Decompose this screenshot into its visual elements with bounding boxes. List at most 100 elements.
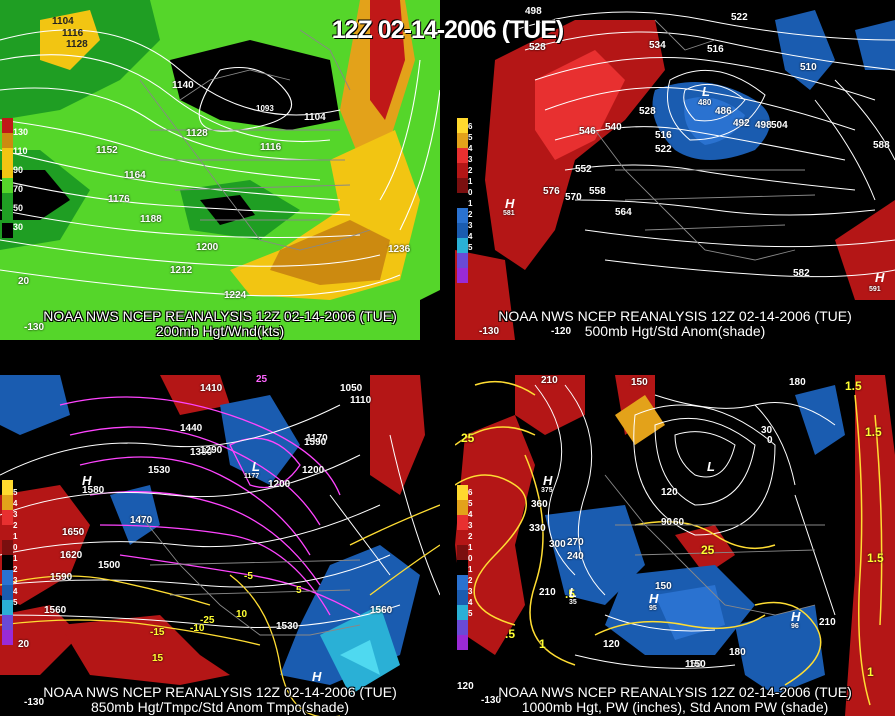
contour-label: 528 bbox=[529, 42, 546, 53]
contour-label: 1212 bbox=[170, 265, 193, 276]
contour-label: 1530 bbox=[148, 465, 171, 476]
contour-label: 1176 bbox=[108, 194, 130, 205]
contour-label: 210 bbox=[819, 617, 836, 628]
contour-label: .5 bbox=[505, 627, 516, 641]
contour-label: 35 bbox=[569, 599, 577, 606]
contour-label: 210 bbox=[541, 375, 558, 386]
latitude-label: 20 bbox=[18, 276, 30, 287]
contour-label: 1104 bbox=[52, 16, 74, 27]
contour-label: 546 bbox=[579, 126, 596, 137]
wind-legend bbox=[2, 118, 13, 238]
longitude-label: -130 bbox=[24, 322, 45, 333]
contour-label: 360 bbox=[531, 499, 548, 510]
low-pressure-marker: L bbox=[569, 585, 577, 600]
contour-label: 210 bbox=[539, 587, 556, 598]
contour-label: 120 bbox=[603, 639, 620, 650]
high-pressure-marker: H bbox=[312, 669, 322, 684]
contour-label: 95 bbox=[649, 605, 657, 612]
panel-caption-source: NOAA NWS NCEP REANALYSIS 12Z 02-14-2006 … bbox=[43, 684, 397, 700]
contour-label: 1093 bbox=[256, 104, 274, 113]
contour-label: 1236 bbox=[388, 244, 411, 255]
contour-label: 1200 bbox=[302, 465, 325, 476]
contour-label: 1104 bbox=[304, 112, 326, 123]
low-pressure-marker: L bbox=[252, 459, 260, 474]
anomaly-legend bbox=[457, 118, 468, 283]
contour-label: 1128 bbox=[66, 39, 88, 50]
contour-label: 270 bbox=[567, 537, 584, 548]
contour-label: 5 bbox=[296, 585, 302, 596]
contour-label: 1500 bbox=[98, 560, 121, 571]
wind-speed-map bbox=[0, 0, 440, 340]
contour-label: 576 bbox=[543, 186, 560, 197]
panel-caption-field: 1000mb Hgt, PW (inches), Std Anom PW (sh… bbox=[521, 699, 829, 715]
contour-label: 1116 bbox=[62, 28, 84, 39]
longitude-label: -130 bbox=[479, 326, 500, 337]
panel-caption-source: NOAA NWS NCEP REANALYSIS 12Z 02-14-2006 … bbox=[498, 684, 852, 700]
contour-label: 90 bbox=[661, 517, 673, 528]
contour-label: 150 bbox=[631, 377, 648, 388]
high-pressure-marker: H bbox=[505, 196, 515, 211]
contour-label: 492 bbox=[733, 118, 750, 129]
panel-caption-source: NOAA NWS NCEP REANALYSIS 12Z 02-14-2006 … bbox=[43, 308, 397, 324]
contour-label: .5 bbox=[565, 587, 576, 601]
contour-label: 1530 bbox=[276, 621, 299, 632]
contour-label: 1580 bbox=[82, 485, 105, 496]
contour-label: 534 bbox=[649, 40, 666, 51]
contour-label: 570 bbox=[565, 192, 582, 203]
contour-label: 1620 bbox=[60, 550, 83, 561]
contour-label: 1116 bbox=[260, 142, 282, 153]
longitude-label: 120 bbox=[457, 681, 474, 692]
contour-label: 96 bbox=[791, 623, 799, 630]
contour-label: 1380 bbox=[190, 447, 213, 458]
contour-label: 25 bbox=[256, 375, 268, 385]
contour-label: 150 bbox=[685, 659, 702, 670]
contour-label: 180 bbox=[789, 377, 806, 388]
contour-label: 1110 bbox=[350, 395, 372, 406]
contour-label: -15 bbox=[150, 627, 165, 638]
contour-label: 552 bbox=[575, 164, 592, 175]
contour-label: 1470 bbox=[130, 515, 153, 526]
contour-label: 150 bbox=[689, 659, 706, 670]
panel-200mb: 130 110 90 70 50 30 1104 1116 1128 1140 111… bbox=[0, 0, 440, 340]
precipitable-water-map bbox=[455, 375, 895, 716]
contour-label: 528 bbox=[639, 106, 656, 117]
contour-label: 180 bbox=[729, 647, 746, 658]
contour-label: 120 bbox=[661, 487, 678, 498]
contour-label: 60 bbox=[673, 517, 685, 528]
contour-label: 330 bbox=[529, 523, 546, 534]
contour-label: 150 bbox=[655, 581, 672, 592]
map-title: 12Z 02-14-2006 (TUE) bbox=[331, 16, 565, 44]
contour-label: 1200 bbox=[196, 242, 219, 253]
low-pressure-marker: L bbox=[702, 84, 710, 99]
contour-label: 516 bbox=[655, 130, 672, 141]
contour-label: 510 bbox=[800, 62, 817, 73]
contour-label: 1140 bbox=[172, 80, 194, 91]
temp-anomaly-legend bbox=[2, 480, 13, 645]
panel-caption-field: 200mb Hgt/Wnd(kts) bbox=[155, 323, 285, 339]
contour-label: 480 bbox=[698, 98, 712, 107]
contour-label: 1224 bbox=[224, 290, 247, 301]
contour-label: 1188 bbox=[140, 214, 162, 225]
contour-label: 564 bbox=[615, 207, 632, 218]
contour-label: 486 bbox=[715, 106, 732, 117]
contour-label: 522 bbox=[731, 12, 748, 23]
low-pressure-marker: L bbox=[707, 459, 715, 474]
contour-label: 1.5 bbox=[845, 379, 862, 393]
temperature-anomaly-map bbox=[0, 375, 440, 716]
contour-label: 1590 bbox=[50, 572, 73, 583]
contour-label: 1290 bbox=[200, 445, 223, 456]
contour-label: 1200 bbox=[268, 479, 291, 490]
contour-label: 1170 bbox=[306, 433, 328, 444]
contour-label: 375 bbox=[541, 487, 553, 494]
high-pressure-marker: H bbox=[791, 609, 801, 624]
high-pressure-marker: H bbox=[82, 473, 92, 488]
pw-anomaly-legend bbox=[457, 485, 468, 650]
contour-label: -5 bbox=[244, 571, 253, 582]
panel-caption-source: NOAA NWS NCEP REANALYSIS 12Z 02-14-2006 … bbox=[498, 308, 852, 324]
